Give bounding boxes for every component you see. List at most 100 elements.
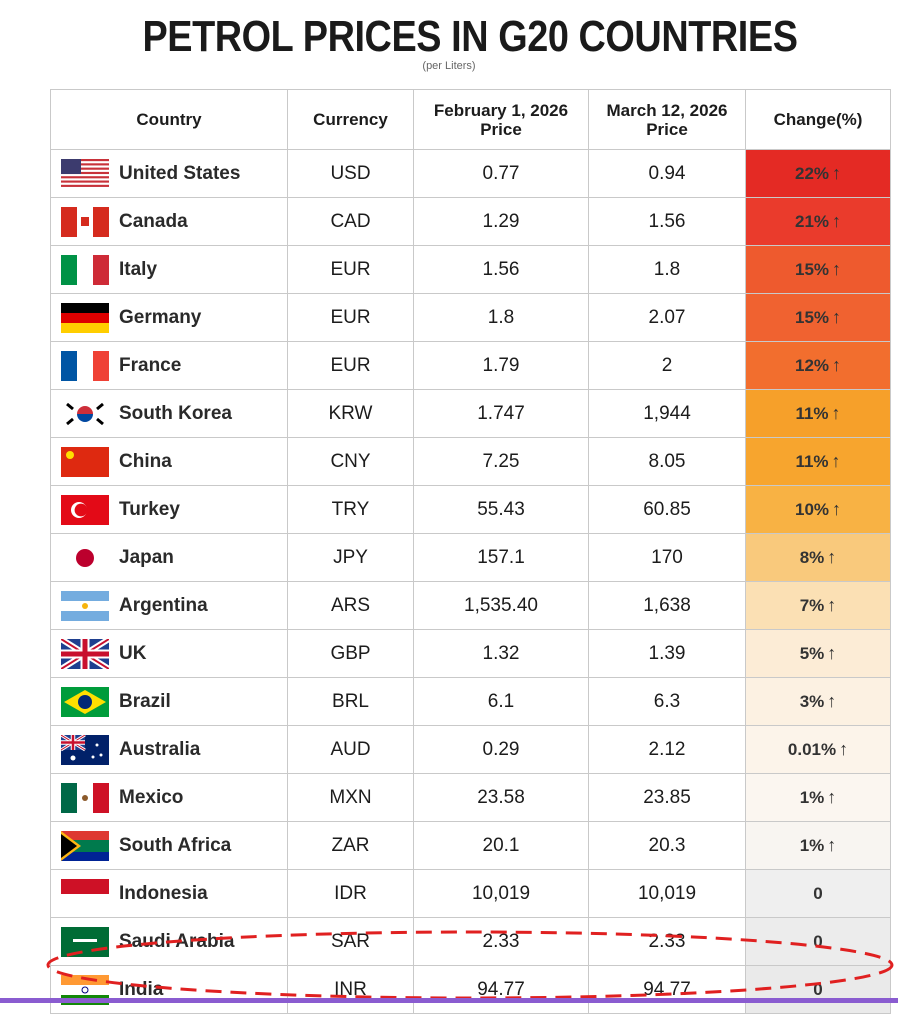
mar-text: 170: [651, 546, 683, 568]
feb-text: 10,019: [471, 882, 531, 904]
mar-cell: 1.8: [588, 245, 746, 294]
change-cell: 15% ↑: [745, 293, 891, 342]
feb-cell: 23.58: [413, 773, 589, 822]
table-row: Argentina ARS 1,535.40 1,638 7% ↑: [50, 581, 891, 630]
currency-text: SAR: [330, 930, 371, 952]
currency-cell: BRL: [287, 677, 414, 726]
up-arrow: ↑: [832, 163, 842, 183]
country-cell: Australia: [50, 725, 288, 774]
feb-text: 1.79: [482, 354, 520, 376]
country-cell: Argentina: [50, 581, 288, 630]
mar-cell: 8.05: [588, 437, 746, 486]
feb-text: 7.25: [482, 450, 520, 472]
country-name: South Korea: [119, 402, 232, 424]
country-name: Argentina: [119, 594, 208, 616]
feb-cell: 1,535.40: [413, 581, 589, 630]
feb-cell: 10,019: [413, 869, 589, 918]
up-arrow: ↑: [832, 499, 842, 519]
currency-text: KRW: [328, 402, 373, 424]
table-row: United States USD 0.77 0.94 22% ↑: [50, 149, 891, 198]
country-cell: United States: [50, 149, 288, 198]
feb-text: 55.43: [477, 498, 525, 520]
subtitle: (per Liters): [422, 60, 476, 72]
change-text: 0.01%: [787, 740, 837, 759]
up-arrow: ↑: [839, 739, 849, 759]
change-text: 15%: [794, 308, 830, 327]
change-text: 3%: [799, 692, 825, 711]
country-cell: Brazil: [50, 677, 288, 726]
up-arrow: ↑: [827, 547, 837, 567]
up-arrow: ↑: [832, 307, 842, 327]
currency-text: AUD: [330, 738, 371, 760]
table-row: India INR 94.77 94.77 0: [50, 965, 891, 1014]
change-cell: 0: [745, 917, 891, 966]
country-name: China: [119, 450, 172, 472]
up-arrow: ↑: [831, 403, 841, 423]
currency-cell: EUR: [287, 341, 414, 390]
table-row: China CNY 7.25 8.05 11% ↑: [50, 437, 891, 486]
country-name: Saudi Arabia: [119, 930, 235, 952]
change-text: 15%: [794, 260, 830, 279]
mar-text: 6.3: [653, 690, 681, 712]
header-cell: Country: [50, 89, 288, 150]
mar-cell: 10,019: [588, 869, 746, 918]
change-cell: 0.01% ↑: [745, 725, 891, 774]
flag: [61, 206, 109, 237]
flag: [60, 733, 109, 765]
header-text: Price: [646, 119, 688, 139]
up-arrow: ↑: [827, 835, 837, 855]
feb-text: 94.77: [477, 978, 525, 1000]
currency-text: TRY: [331, 498, 370, 520]
flag: [61, 590, 109, 621]
currency-cell: ARS: [287, 581, 414, 630]
feb-cell: 1.29: [413, 197, 589, 246]
change-text: 0: [813, 979, 823, 999]
feb-text: 1,535.40: [464, 594, 538, 616]
up-arrow: ↑: [832, 259, 842, 279]
mar-cell: 23.85: [588, 773, 746, 822]
mar-cell: 94.77: [588, 965, 746, 1014]
feb-cell: 20.1: [413, 821, 589, 870]
currency-cell: AUD: [287, 725, 414, 774]
currency-text: CNY: [330, 450, 371, 472]
currency-text: MXN: [329, 786, 372, 808]
country-cell: UK: [50, 629, 288, 678]
feb-cell: 94.77: [413, 965, 589, 1014]
mar-text: 1.56: [648, 210, 686, 232]
table-row: Australia AUD 0.29 2.12 0.01% ↑: [50, 725, 891, 774]
change-text: 0: [813, 931, 823, 951]
currency-cell: KRW: [287, 389, 414, 438]
table-row: Turkey TRY 55.43 60.85 10% ↑: [50, 485, 891, 534]
mar-text: 23.85: [643, 786, 691, 808]
flag: [61, 494, 109, 525]
currency-cell: ZAR: [287, 821, 414, 870]
change-text: 22%: [794, 164, 830, 183]
mar-cell: 0.94: [588, 149, 746, 198]
table-row: Mexico MXN 23.58 23.85 1% ↑: [50, 773, 891, 822]
mar-cell: 2.07: [588, 293, 746, 342]
table-row: Germany EUR 1.8 2.07 15% ↑: [50, 293, 891, 342]
change-cell: 1% ↑: [745, 773, 891, 822]
header-text: Change(%): [773, 110, 863, 129]
up-arrow: ↑: [827, 787, 837, 807]
flag: [61, 158, 109, 189]
change-text: 8%: [799, 548, 825, 567]
currency-cell: EUR: [287, 293, 414, 342]
currency-cell: TRY: [287, 485, 414, 534]
feb-cell: 7.25: [413, 437, 589, 486]
mar-cell: 1.39: [588, 629, 746, 678]
mar-text: 94.77: [643, 978, 691, 1000]
currency-text: EUR: [330, 354, 371, 376]
currency-cell: JPY: [287, 533, 414, 582]
mar-cell: 1,944: [588, 389, 746, 438]
up-arrow: ↑: [827, 691, 837, 711]
up-arrow: ↑: [832, 355, 842, 375]
up-arrow: ↑: [831, 451, 841, 471]
currency-cell: CAD: [287, 197, 414, 246]
country-name: Canada: [119, 210, 188, 232]
country-name: Turkey: [119, 498, 180, 520]
table-row: UK GBP 1.32 1.39 5% ↑: [50, 629, 891, 678]
change-cell: 3% ↑: [745, 677, 891, 726]
mar-cell: 20.3: [588, 821, 746, 870]
